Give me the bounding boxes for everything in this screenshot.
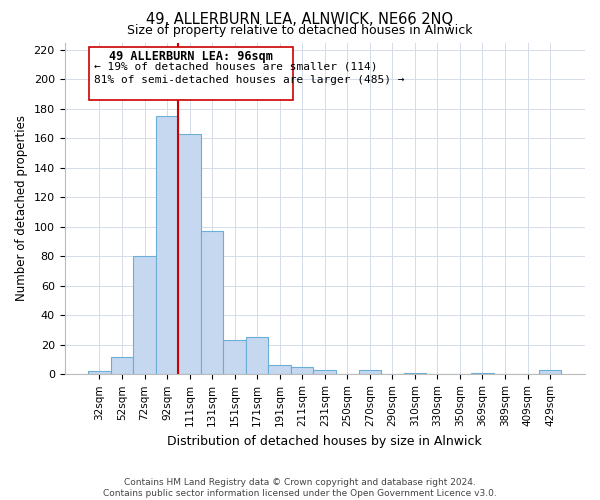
Bar <box>246 338 268 374</box>
Y-axis label: Number of detached properties: Number of detached properties <box>15 116 28 302</box>
Bar <box>359 370 381 374</box>
Text: ← 19% of detached houses are smaller (114): ← 19% of detached houses are smaller (11… <box>94 62 377 72</box>
Bar <box>313 370 336 374</box>
Text: 49 ALLERBURN LEA: 96sqm: 49 ALLERBURN LEA: 96sqm <box>109 50 273 63</box>
Bar <box>471 373 494 374</box>
Bar <box>201 232 223 374</box>
Bar <box>223 340 246 374</box>
Bar <box>268 366 291 374</box>
Bar <box>178 134 201 374</box>
Bar <box>111 356 133 374</box>
Bar <box>156 116 178 374</box>
Text: Contains HM Land Registry data © Crown copyright and database right 2024.
Contai: Contains HM Land Registry data © Crown c… <box>103 478 497 498</box>
Bar <box>539 370 562 374</box>
Bar <box>88 372 111 374</box>
FancyBboxPatch shape <box>89 47 293 100</box>
X-axis label: Distribution of detached houses by size in Alnwick: Distribution of detached houses by size … <box>167 434 482 448</box>
Text: 49, ALLERBURN LEA, ALNWICK, NE66 2NQ: 49, ALLERBURN LEA, ALNWICK, NE66 2NQ <box>146 12 454 28</box>
Bar <box>291 367 313 374</box>
Bar <box>133 256 156 374</box>
Text: Size of property relative to detached houses in Alnwick: Size of property relative to detached ho… <box>127 24 473 37</box>
Bar <box>404 373 426 374</box>
Text: 81% of semi-detached houses are larger (485) →: 81% of semi-detached houses are larger (… <box>94 75 404 85</box>
